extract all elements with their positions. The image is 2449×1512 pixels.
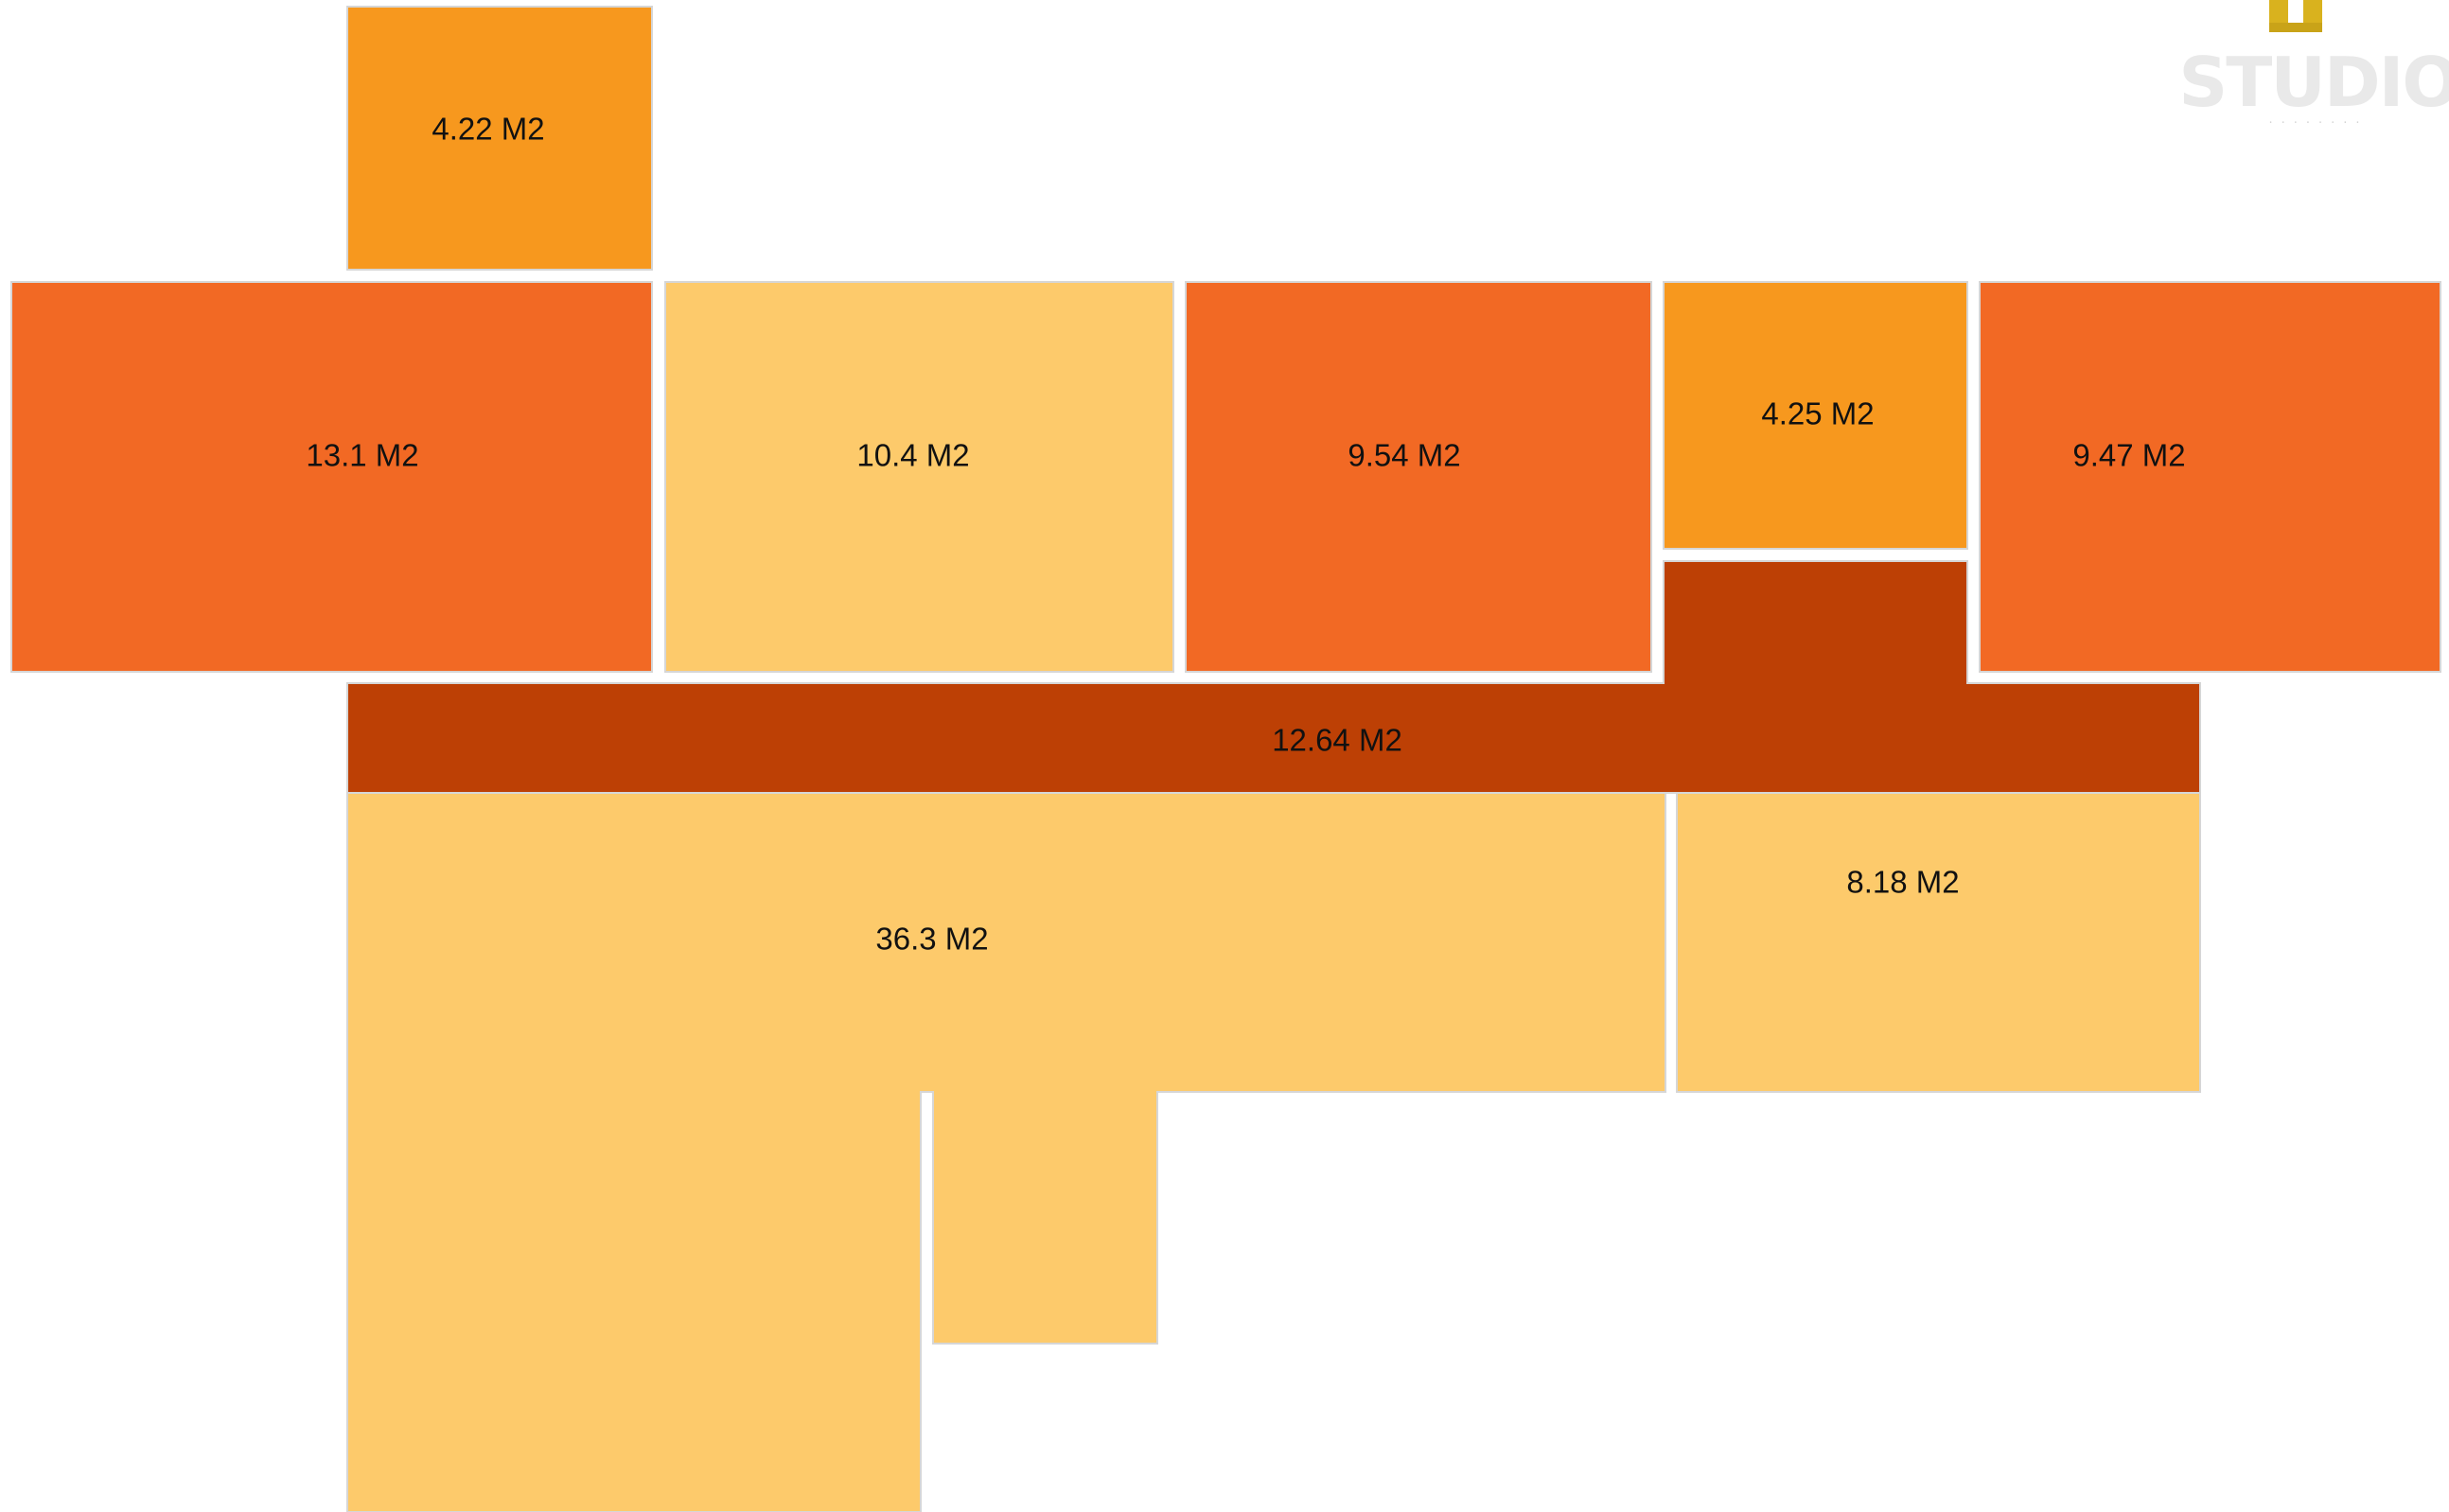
room-d: 9.54 M2	[1185, 281, 1652, 673]
studio-logo: STUDIO ········	[2178, 0, 2449, 131]
logo-bar	[2269, 23, 2322, 32]
room-i-label: 8.18 M2	[1846, 865, 1959, 900]
room-d-shape	[1185, 281, 1652, 673]
room-b-label: 13.1 M2	[306, 438, 418, 473]
room-f-shape	[1979, 281, 2441, 673]
room-e-label: 4.25 M2	[1761, 396, 1874, 431]
logo-subline: ········	[2268, 116, 2368, 131]
room-g-label: 12.64 M2	[1272, 723, 1402, 758]
logo-text: STUDIO	[2178, 43, 2449, 122]
room-f-label: 9.47 M2	[2072, 438, 2185, 473]
room-i: 8.18 M2	[1676, 792, 2201, 1093]
room-a-label: 4.22 M2	[432, 112, 544, 147]
room-a: 4.22 M2	[346, 6, 653, 271]
room-h-label: 36.3 M2	[875, 922, 988, 957]
room-e-shape	[1663, 281, 1968, 550]
room-i-shape	[1676, 792, 2201, 1093]
room-c: 10.4 M2	[664, 281, 1174, 673]
room-b: 13.1 M2	[10, 281, 653, 673]
room-h: 36.3 M2	[346, 792, 1666, 1512]
room-b-shape	[10, 281, 653, 673]
room-c-label: 10.4 M2	[856, 438, 969, 473]
room-f: 9.47 M2	[1979, 281, 2441, 673]
room-d-label: 9.54 M2	[1348, 438, 1460, 473]
room-a-shape	[346, 6, 653, 271]
room-h-shape	[346, 792, 1666, 1512]
room-c-shape	[664, 281, 1174, 673]
room-e: 4.25 M2	[1663, 281, 1968, 550]
room-g: 12.64 M2	[346, 560, 2201, 794]
